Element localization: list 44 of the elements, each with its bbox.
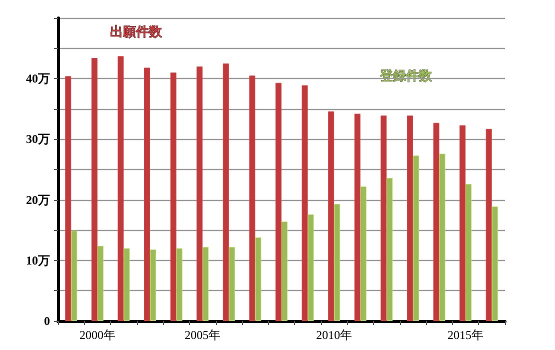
y-tick-label: 40万 xyxy=(26,72,50,86)
bar xyxy=(170,72,176,321)
bar xyxy=(302,85,308,321)
bar xyxy=(406,116,413,321)
bar xyxy=(228,247,235,321)
bar xyxy=(380,116,387,321)
y-tick-label: 30万 xyxy=(26,132,50,146)
y-tick-label: 0 xyxy=(44,314,50,328)
x-tick-label: 2015年 xyxy=(448,328,484,342)
series-label: 出願件数 xyxy=(110,25,164,40)
bar xyxy=(124,248,130,321)
bar xyxy=(255,237,262,321)
bar xyxy=(486,128,492,321)
bar xyxy=(202,247,209,321)
bar xyxy=(466,184,472,321)
bar xyxy=(118,56,124,321)
bar xyxy=(328,111,334,321)
bar xyxy=(492,206,498,321)
bar xyxy=(222,63,229,321)
x-tick-label: 2010年 xyxy=(316,328,352,342)
bar xyxy=(176,248,182,321)
y-tick-label: 10万 xyxy=(26,253,50,268)
bar xyxy=(150,249,156,321)
y-tick-label: 20万 xyxy=(26,192,50,207)
bar xyxy=(282,222,288,321)
bar xyxy=(91,58,98,321)
bar xyxy=(412,156,419,321)
bar xyxy=(360,186,366,321)
bar xyxy=(249,76,256,321)
bar xyxy=(276,82,282,321)
bar xyxy=(308,214,314,321)
bar xyxy=(460,125,466,321)
bar xyxy=(71,230,78,321)
bar xyxy=(439,154,446,321)
x-tick-label: 2000年 xyxy=(79,328,116,342)
bar xyxy=(144,68,150,321)
x-tick-label: 2005年 xyxy=(184,328,221,342)
bar xyxy=(334,204,340,321)
bar xyxy=(354,114,360,321)
bar xyxy=(386,178,393,321)
bar xyxy=(196,66,203,321)
bar xyxy=(97,246,104,321)
bar xyxy=(433,122,440,321)
bar xyxy=(65,76,72,321)
